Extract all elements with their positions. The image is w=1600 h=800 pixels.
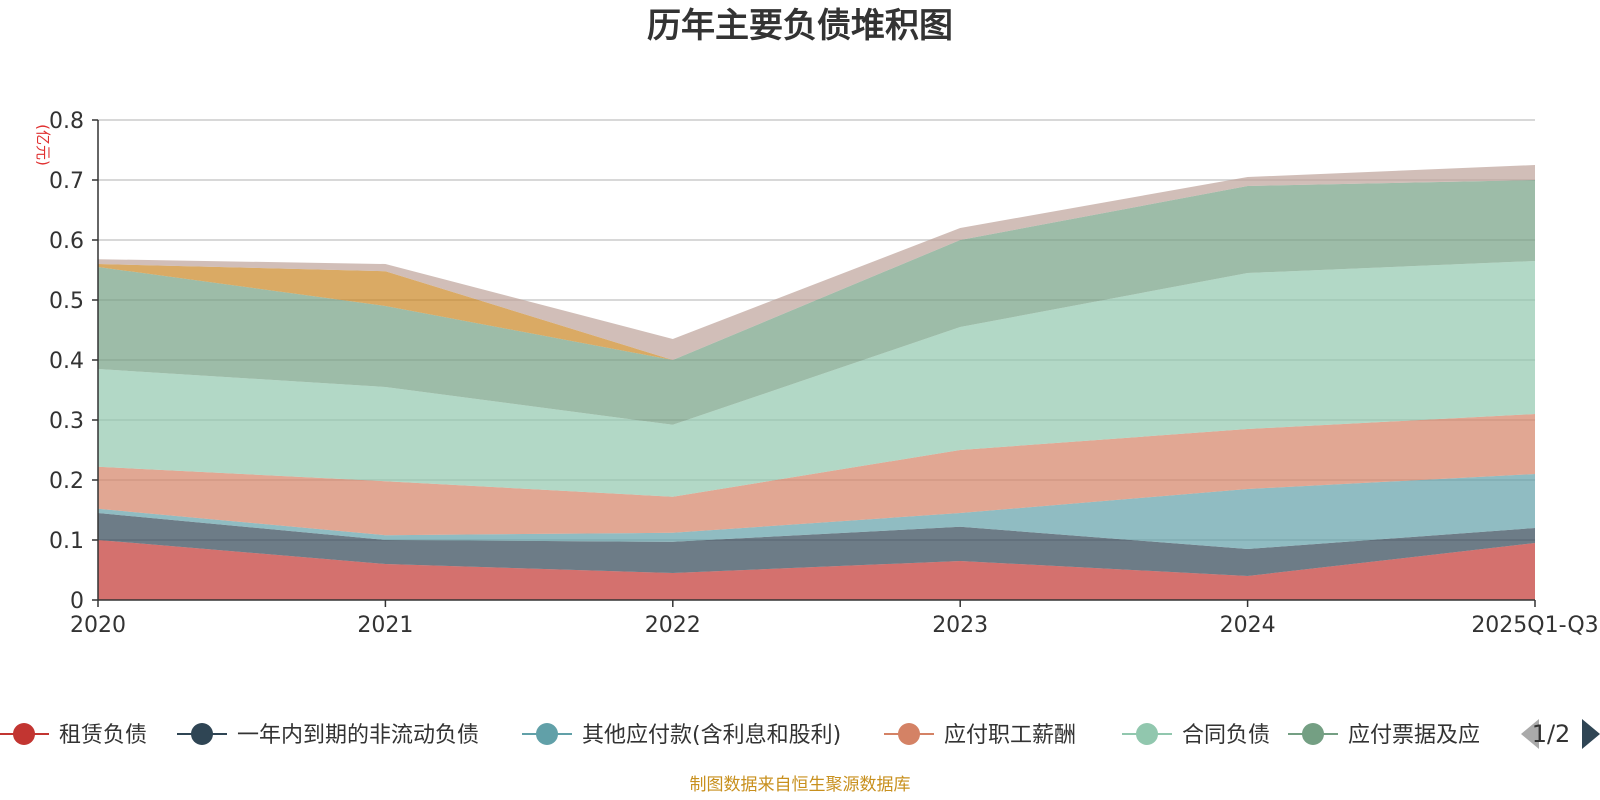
x-tick-label-3: 2023 xyxy=(932,613,988,638)
data-source-note: 制图数据来自恒生聚源数据库 xyxy=(690,775,911,795)
area-series-0 xyxy=(98,540,1535,600)
y-tick-label-5: 0.5 xyxy=(49,289,84,314)
area-series-3 xyxy=(98,414,1535,536)
x-tick-label-5: 2025Q1-Q3 xyxy=(1471,613,1598,638)
area-series-2 xyxy=(98,474,1535,549)
legend: 租赁负债 一年内到期的非流动负债 其他应付款(含利息和股利) 应付职工薪酬 合同负债 应付… xyxy=(0,723,1480,748)
legend-item-0[interactable]: 租赁负债 xyxy=(0,723,147,748)
area-series-4 xyxy=(98,261,1535,497)
y-tick-label-2: 0.2 xyxy=(49,469,84,494)
y-axis-unit: (亿元) xyxy=(34,124,52,166)
legend-next-page-icon[interactable] xyxy=(1582,719,1600,749)
x-tick-label-0: 2020 xyxy=(70,613,126,638)
area-series-group xyxy=(98,165,1535,600)
x-tick-label-4: 2024 xyxy=(1220,613,1276,638)
legend-marker-2 xyxy=(536,723,558,745)
area-series-1 xyxy=(98,513,1535,576)
y-tick-label-8: 0.8 xyxy=(49,109,84,134)
legend-label-4: 合同负债 xyxy=(1182,723,1270,748)
y-tick-label-7: 0.7 xyxy=(49,169,84,194)
chart-title: 历年主要负债堆积图 xyxy=(647,6,953,46)
legend-pager: 1/2 xyxy=(1521,719,1600,749)
legend-label-2: 其他应付款(含利息和股利) xyxy=(582,723,841,748)
legend-item-3[interactable]: 应付职工薪酬 xyxy=(884,723,1076,748)
legend-item-1[interactable]: 一年内到期的非流动负债 xyxy=(177,723,479,748)
legend-prev-page-icon[interactable] xyxy=(1521,719,1539,749)
y-tick-label-3: 0.3 xyxy=(49,409,84,434)
y-tick-label-0: 0 xyxy=(70,589,84,614)
x-tick-label-1: 2021 xyxy=(357,613,413,638)
legend-label-0: 租赁负债 xyxy=(59,723,147,748)
y-tick-label-1: 0.1 xyxy=(49,529,84,554)
legend-item-2[interactable]: 其他应付款(含利息和股利) xyxy=(522,723,841,748)
y-tick-label-6: 0.6 xyxy=(49,229,84,254)
legend-marker-1 xyxy=(191,723,213,745)
legend-marker-4 xyxy=(1136,723,1158,745)
legend-item-5[interactable]: 应付票据及应 xyxy=(1288,723,1480,748)
legend-item-4[interactable]: 合同负债 xyxy=(1122,723,1270,748)
x-tick-label-2: 2022 xyxy=(645,613,701,638)
legend-marker-3 xyxy=(898,723,920,745)
legend-marker-0 xyxy=(13,723,35,745)
legend-label-5: 应付票据及应 xyxy=(1348,723,1480,748)
legend-marker-5 xyxy=(1302,723,1324,745)
area-series-6 xyxy=(98,180,1535,360)
legend-label-3: 应付职工薪酬 xyxy=(944,723,1076,748)
legend-page-indicator: 1/2 xyxy=(1532,720,1571,748)
area-series-5 xyxy=(98,180,1535,425)
y-tick-label-4: 0.4 xyxy=(49,349,84,374)
axes: 0 0.1 0.2 0.3 0.4 0.5 0.6 0.7 0.8 2020 2021 2022 202… xyxy=(49,109,1599,638)
legend-label-1: 一年内到期的非流动负债 xyxy=(237,723,479,748)
